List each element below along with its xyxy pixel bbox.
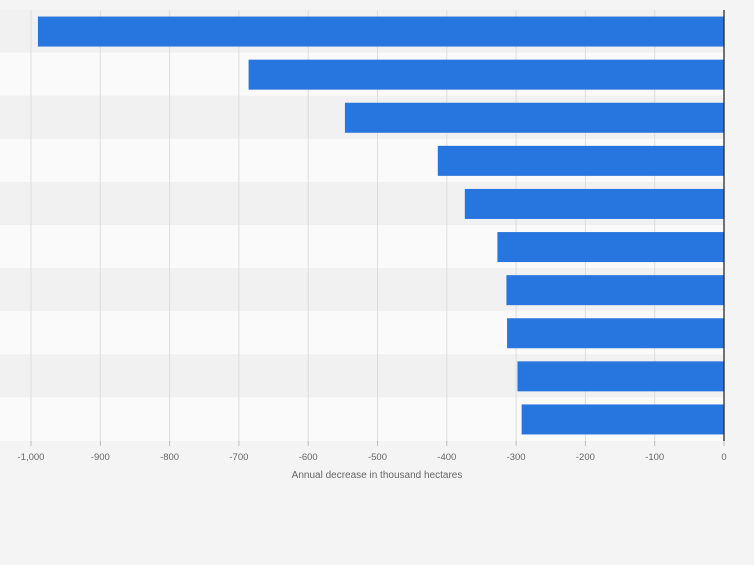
tick-label: -400 — [437, 452, 456, 463]
x-axis-label: Annual decrease in thousand hectares — [292, 470, 463, 481]
tick-label: -500 — [368, 452, 387, 463]
tick-label: 0 — [721, 452, 726, 463]
bar — [437, 145, 724, 176]
tick-label: -200 — [576, 452, 595, 463]
tick-label: -1,000 — [18, 452, 45, 463]
tick-label: -300 — [507, 452, 526, 463]
bar — [506, 275, 724, 306]
bar — [464, 188, 724, 219]
bar — [517, 361, 724, 392]
x-axis-ticks: -1,000 -900 -800 -700 -600 -500 -400 -300 -200 -1… — [18, 441, 727, 463]
tick-label: -900 — [91, 452, 110, 463]
bar — [344, 102, 724, 133]
tick-label: -800 — [160, 452, 179, 463]
bar — [507, 318, 724, 349]
tick-label: -700 — [229, 452, 248, 463]
bar — [37, 16, 725, 47]
bar — [521, 404, 724, 435]
bars — [37, 16, 725, 435]
bar — [248, 59, 725, 90]
tick-label: -100 — [645, 452, 664, 463]
tick-label: -600 — [299, 452, 318, 463]
bar — [497, 232, 724, 263]
